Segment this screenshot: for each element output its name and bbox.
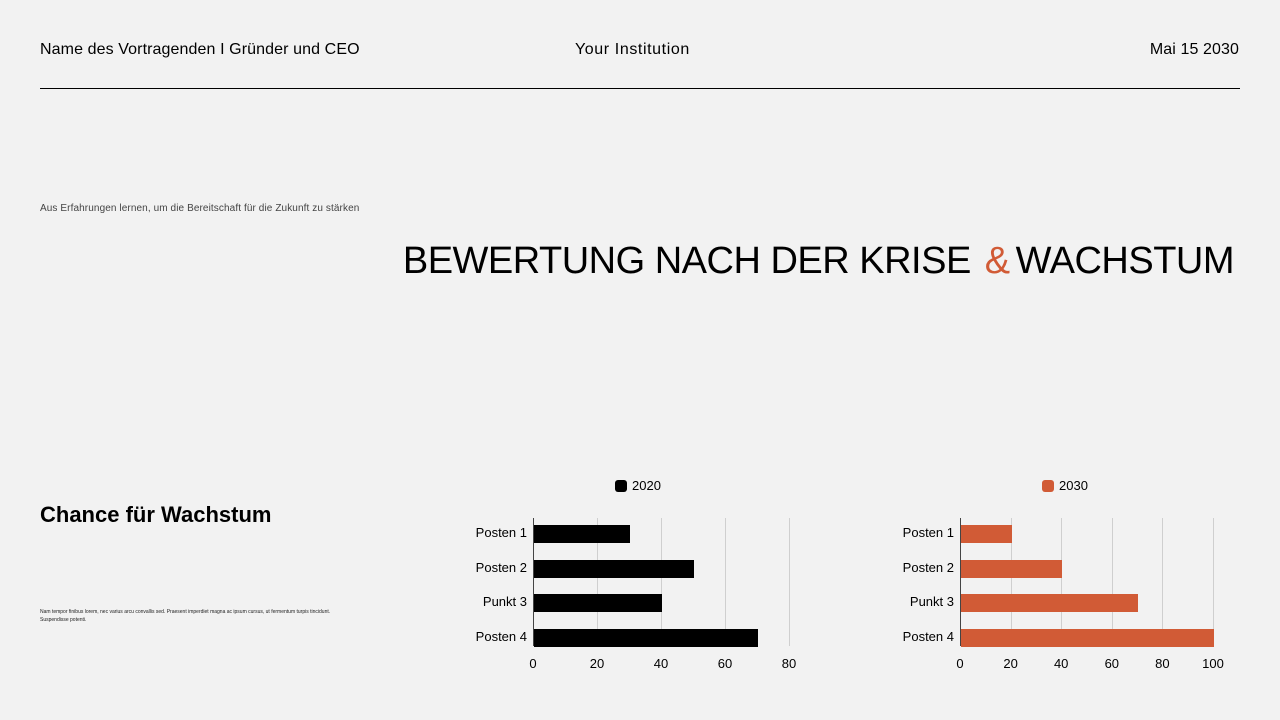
slide-subtitle: Aus Erfahrungen lernen, um die Bereitsch… — [40, 203, 360, 214]
legend-label: 2020 — [632, 478, 661, 493]
bar — [961, 559, 1063, 578]
plot-area — [960, 518, 1214, 647]
bar-row — [961, 628, 1214, 647]
legend-label: 2030 — [1059, 478, 1088, 493]
y-category-label: Punkt 3 — [909, 594, 954, 609]
chart-2030: 2030 0 20 40 60 80 100 Posten 1 Posten 2 Punkt 3… — [880, 476, 1224, 676]
x-tick-label: 0 — [956, 656, 964, 671]
bar-row — [961, 525, 1012, 543]
bar-row — [961, 594, 1139, 612]
section-body: Nam tempor finibus lorem, nec varius arc… — [40, 609, 331, 623]
chart-2020: 2020 0 20 40 60 80 Posten 1 Posten 2 Punkt 3 Pos… — [453, 476, 797, 676]
gridline — [789, 518, 790, 646]
x-tick-label: 60 — [1104, 656, 1120, 671]
chart-legend: 2030 — [1042, 478, 1088, 493]
header-divider — [40, 88, 1240, 89]
bar-row — [534, 594, 662, 612]
bar — [534, 559, 694, 578]
y-category-label: Punkt 3 — [482, 594, 527, 609]
x-tick-label: 80 — [781, 656, 797, 671]
bar — [534, 628, 758, 647]
y-category-label: Posten 2 — [475, 559, 527, 575]
header-institution: Your Institution — [575, 41, 690, 58]
slide-title: BEWERTUNG NACH DER KRISE & WACHSTUM — [402, 240, 1235, 283]
bar — [961, 594, 1139, 612]
section-heading: Chance für Wachstum — [40, 502, 272, 527]
bar-row — [534, 525, 630, 543]
header-date: Mai 15 2030 — [1149, 41, 1239, 58]
y-category-label: Posten 1 — [475, 525, 527, 540]
x-tick-label: 20 — [1003, 656, 1018, 671]
bar-row — [534, 559, 694, 578]
gridline — [1162, 518, 1164, 646]
gridline — [597, 518, 598, 646]
bar-row — [534, 628, 758, 647]
bar-row — [961, 559, 1063, 578]
x-tick-label: 40 — [653, 656, 669, 671]
x-tick-label: 40 — [1053, 656, 1069, 671]
legend-swatch-icon — [615, 479, 627, 492]
title-ampersand: & — [984, 240, 1010, 282]
bar — [534, 525, 630, 543]
title-part-2: WACHSTUM — [1015, 240, 1235, 282]
legend-swatch-icon — [1042, 479, 1054, 492]
gridline — [1061, 518, 1063, 646]
x-tick-label: 20 — [589, 656, 605, 671]
header-presenter: Name des Vortragenden I Gründer und CEO — [40, 41, 360, 58]
bar — [534, 594, 662, 612]
plot-area — [533, 518, 790, 647]
gridline — [661, 518, 662, 646]
y-category-label: Posten 4 — [902, 628, 954, 644]
gridline — [1010, 518, 1012, 646]
chart-legend: 2020 — [615, 478, 661, 493]
bar — [961, 628, 1214, 647]
gridline — [725, 518, 726, 646]
y-category-label: Posten 2 — [902, 559, 954, 575]
gridline — [1111, 518, 1113, 646]
y-category-label: Posten 1 — [902, 525, 954, 540]
x-tick-label: 0 — [529, 656, 537, 671]
x-tick-label: 60 — [717, 656, 733, 671]
x-tick-label: 80 — [1155, 656, 1170, 671]
gridline — [1213, 518, 1214, 646]
title-part-1: BEWERTUNG NACH DER KRISE — [402, 240, 971, 282]
bar — [961, 525, 1012, 543]
x-tick-label: 100 — [1202, 656, 1224, 671]
y-category-label: Posten 4 — [475, 628, 527, 644]
